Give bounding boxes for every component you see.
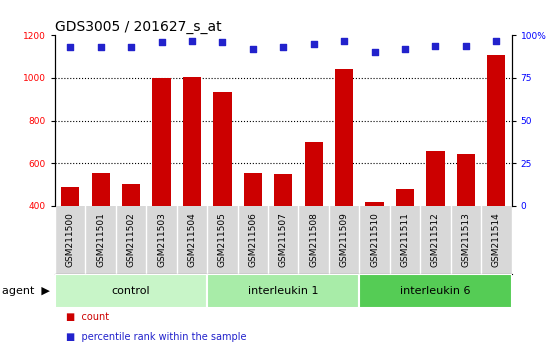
Bar [305,142,323,206]
Text: GSM211502: GSM211502 [126,212,136,267]
Text: interleukin 6: interleukin 6 [400,286,471,296]
Point [126,45,135,50]
Text: control: control [112,286,150,296]
Text: GSM211504: GSM211504 [188,212,196,267]
Text: GSM211513: GSM211513 [461,212,470,267]
Text: GSM211509: GSM211509 [339,212,349,267]
Bar [152,78,170,206]
Text: ■  count: ■ count [66,312,109,322]
Text: GSM211510: GSM211510 [370,212,379,267]
Text: GSM211506: GSM211506 [248,212,257,267]
Text: GSM211514: GSM211514 [492,212,501,267]
Bar [274,174,293,206]
Bar [426,151,444,206]
Text: GSM211503: GSM211503 [157,212,166,267]
Point [157,39,166,45]
Text: GDS3005 / 201627_s_at: GDS3005 / 201627_s_at [55,21,222,34]
Text: GSM211505: GSM211505 [218,212,227,267]
Bar [365,201,384,206]
Point [218,39,227,45]
Text: agent  ▶: agent ▶ [2,286,49,296]
Point [279,45,288,50]
Text: ■  percentile rank within the sample: ■ percentile rank within the sample [66,332,246,342]
Text: GSM211507: GSM211507 [279,212,288,267]
Bar [456,154,475,206]
Bar [91,173,110,206]
Point [340,38,349,43]
Bar [359,274,512,308]
Point [492,38,500,43]
Bar [61,187,79,206]
Point [431,43,440,48]
Bar [183,77,201,206]
Bar [244,173,262,206]
Point [370,50,379,55]
Bar [122,184,140,206]
Bar [396,189,414,206]
Point [249,46,257,52]
Point [96,45,105,50]
Bar [335,69,353,206]
Text: interleukin 1: interleukin 1 [248,286,318,296]
Point [400,46,409,52]
Point [188,38,196,43]
Point [66,45,75,50]
Point [461,43,470,48]
Text: GSM211501: GSM211501 [96,212,105,267]
Text: GSM211511: GSM211511 [400,212,410,267]
Bar [487,55,505,206]
Text: GSM211512: GSM211512 [431,212,440,267]
Bar [55,274,207,308]
Bar [207,274,359,308]
Text: GSM211508: GSM211508 [309,212,318,267]
Bar [213,92,232,206]
Text: GSM211500: GSM211500 [65,212,75,267]
Point [309,41,318,47]
